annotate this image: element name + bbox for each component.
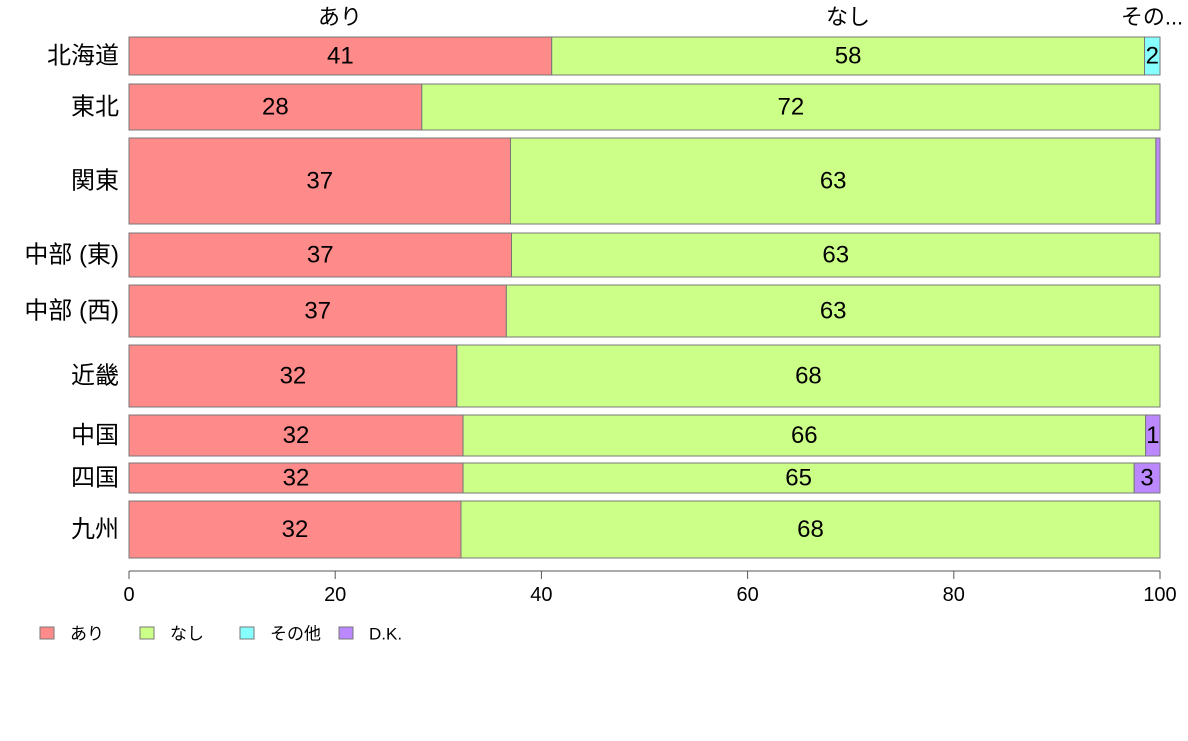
data-label: 32 — [283, 422, 310, 449]
data-label: 32 — [280, 363, 307, 390]
data-label: 63 — [822, 242, 849, 269]
legend-swatch — [239, 626, 255, 640]
data-label: 3 — [1140, 465, 1153, 492]
top-series-label: なし — [826, 5, 870, 30]
data-label: 66 — [791, 422, 818, 449]
bar-segment — [1144, 36, 1161, 76]
data-label: 32 — [282, 516, 309, 543]
tick-label: 60 — [736, 584, 758, 606]
category-label: 関東 — [71, 168, 119, 195]
data-label: 37 — [304, 298, 331, 325]
bar-segment — [128, 83, 423, 131]
category-label: 近畿 — [71, 363, 119, 390]
bar-segment — [128, 500, 462, 559]
legend-label: なし — [170, 625, 204, 644]
category-label: 九州 — [71, 516, 119, 543]
data-label: 37 — [306, 168, 333, 195]
category-label: 中国 — [71, 422, 119, 449]
data-label: 58 — [835, 43, 862, 70]
bar-segment — [462, 414, 1147, 457]
category-label: 中部 (西) — [24, 298, 119, 325]
legend-label: その他 — [270, 625, 321, 644]
legend-swatch — [139, 626, 155, 640]
bar-segment — [128, 414, 464, 457]
data-label: 41 — [327, 43, 354, 70]
data-label: 63 — [820, 298, 847, 325]
tick-label: 80 — [943, 584, 965, 606]
data-label: 37 — [307, 242, 334, 269]
bar-segment — [505, 284, 1161, 338]
category-label: 中部 (東) — [24, 242, 119, 269]
bar-segment — [128, 36, 553, 76]
bar-segment — [128, 344, 458, 408]
tick-label: 20 — [324, 584, 346, 606]
data-label: 65 — [785, 465, 812, 492]
legend-swatch — [39, 626, 55, 640]
category-label: 東北 — [71, 94, 119, 121]
bar-segment — [511, 232, 1161, 278]
data-label: 28 — [262, 94, 289, 121]
data-label: 63 — [820, 168, 847, 195]
data-label: 68 — [797, 516, 824, 543]
top-series-label: あり — [318, 5, 362, 30]
data-label: 68 — [795, 363, 822, 390]
bar-segment — [551, 36, 1146, 76]
bar-segment — [509, 137, 1157, 225]
data-label: 2 — [1146, 43, 1159, 70]
category-label: 北海道 — [47, 43, 119, 70]
category-label: 四国 — [71, 465, 119, 492]
tick-label: 100 — [1143, 584, 1176, 606]
data-label: 32 — [283, 465, 310, 492]
tick-label: 40 — [530, 584, 552, 606]
bar-segment — [128, 232, 512, 278]
legend-label: あり — [70, 625, 104, 644]
bar-segment — [128, 137, 511, 225]
bar-segment — [1155, 137, 1161, 225]
tick-label: 0 — [123, 584, 134, 606]
data-label: 1 — [1146, 422, 1159, 449]
bar-segment — [1133, 462, 1161, 494]
data-label: 72 — [778, 94, 805, 121]
bar-segment — [456, 344, 1161, 408]
legend-label: D.K. — [369, 625, 402, 644]
bar-segment — [421, 83, 1161, 131]
bar-segment — [1145, 414, 1161, 457]
top-series-label: その... — [1121, 5, 1183, 30]
bar-segment — [128, 284, 507, 338]
legend-swatch — [338, 626, 354, 640]
bar-segment — [460, 500, 1161, 559]
